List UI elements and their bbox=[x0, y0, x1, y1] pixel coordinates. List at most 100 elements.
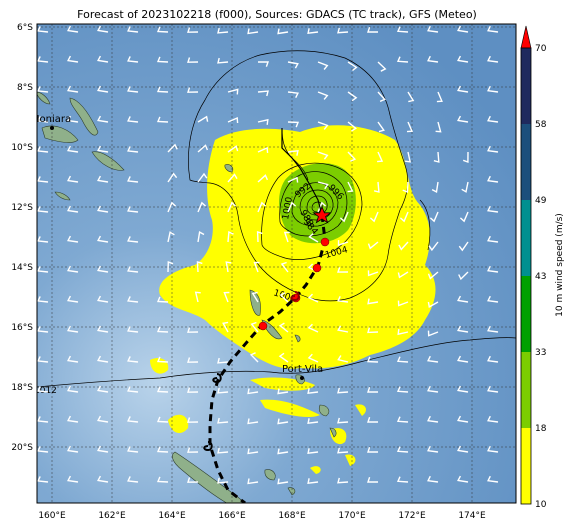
wind-barb bbox=[167, 143, 178, 153]
wind-barb bbox=[97, 265, 109, 273]
wind-barb bbox=[427, 385, 439, 393]
wind-barb bbox=[127, 266, 139, 273]
map-area: 1012 1008 1004 1000 996 992 988 984 bbox=[37, 24, 516, 503]
wind-barb bbox=[347, 61, 358, 72]
isobar-fragment-2 bbox=[419, 199, 431, 251]
wind-barb bbox=[156, 416, 169, 423]
wind-barb bbox=[156, 296, 169, 303]
lon-tick-label: 168°E bbox=[278, 511, 306, 521]
lat-tick-label: 18°S bbox=[11, 383, 33, 393]
wind-barb bbox=[67, 235, 79, 243]
wind-barb bbox=[457, 115, 469, 123]
wind-barb bbox=[347, 121, 358, 132]
wind-barb bbox=[457, 445, 469, 453]
wind-barb bbox=[67, 205, 79, 213]
wind-barb bbox=[187, 27, 199, 33]
wind-barb bbox=[257, 90, 269, 97]
lat-tick-label: 20°S bbox=[11, 443, 33, 453]
wind-barb bbox=[337, 355, 349, 363]
wind-barb bbox=[217, 357, 229, 364]
wind-barb bbox=[37, 236, 49, 243]
wind-barb bbox=[487, 325, 499, 333]
wind-barb bbox=[227, 230, 234, 243]
wind-barb bbox=[366, 356, 379, 363]
wind-barb bbox=[347, 151, 357, 162]
wind-barb bbox=[287, 176, 299, 183]
wind-barb bbox=[277, 448, 289, 455]
wind-barb bbox=[97, 385, 109, 393]
wind-barb bbox=[127, 236, 139, 243]
lat-tick-label: 6°S bbox=[17, 23, 33, 33]
wind-barb bbox=[337, 477, 349, 484]
wind-barb bbox=[487, 355, 499, 363]
wind-barb bbox=[97, 25, 109, 33]
wind-barb bbox=[337, 387, 349, 394]
wind-barb bbox=[37, 416, 49, 423]
wind-barb bbox=[396, 26, 409, 33]
wind-barb bbox=[156, 26, 169, 33]
wind-barb bbox=[277, 478, 289, 485]
wind-barb bbox=[457, 475, 469, 483]
wind-barb bbox=[67, 295, 79, 303]
wind-barb bbox=[457, 415, 469, 423]
isobar-1008 bbox=[188, 50, 409, 302]
wind-barb bbox=[97, 55, 109, 63]
wind-barb bbox=[127, 206, 139, 213]
wind-barb bbox=[307, 478, 319, 485]
wind-barb bbox=[187, 327, 199, 333]
wind-barb bbox=[225, 261, 232, 273]
wind-barb bbox=[67, 415, 79, 423]
track-forecast-line bbox=[208, 214, 327, 503]
lat-tick-label: 10°S bbox=[11, 143, 33, 153]
wind-barb bbox=[337, 267, 349, 273]
wind-barb bbox=[317, 121, 329, 130]
isobar-1004 bbox=[261, 162, 363, 260]
wind-barb bbox=[196, 261, 203, 273]
wind-barb bbox=[217, 447, 229, 454]
wind-barb bbox=[127, 116, 139, 123]
wind-barb bbox=[367, 446, 378, 453]
wind-barb bbox=[307, 28, 319, 35]
wind-barb bbox=[37, 86, 49, 93]
wind-barb bbox=[217, 417, 229, 424]
wind-barb bbox=[399, 211, 409, 223]
wind-barb bbox=[97, 445, 109, 453]
wind-barb bbox=[37, 176, 49, 183]
wind-field-green bbox=[278, 163, 356, 244]
wind-barb bbox=[223, 291, 230, 303]
wind-barb bbox=[37, 26, 49, 33]
wind-barb bbox=[367, 26, 378, 33]
wind-barb bbox=[97, 115, 109, 123]
wind-barb bbox=[127, 56, 139, 63]
wind-barb bbox=[307, 353, 319, 363]
wind-barb bbox=[37, 356, 49, 363]
wind-barb bbox=[247, 418, 259, 425]
wind-barb bbox=[97, 295, 109, 303]
wind-barb bbox=[317, 181, 329, 190]
wind-barb bbox=[397, 300, 409, 307]
island-guadalcanal bbox=[41, 125, 79, 143]
wind-barb bbox=[156, 356, 169, 363]
wind-barb bbox=[127, 416, 139, 423]
wind-barb bbox=[167, 231, 175, 243]
wind-barb bbox=[406, 121, 414, 133]
wind-barb bbox=[307, 388, 319, 395]
isobar-996 bbox=[291, 182, 339, 227]
wind-barb bbox=[487, 415, 499, 423]
wind-barb bbox=[67, 175, 79, 183]
wind-barb bbox=[398, 241, 409, 251]
wind-barb bbox=[429, 211, 439, 223]
storm-track bbox=[203, 128, 332, 503]
wind-barb bbox=[278, 322, 289, 333]
wind-barb bbox=[487, 55, 499, 63]
wind-barb bbox=[487, 475, 499, 483]
wind-barb bbox=[127, 296, 139, 303]
colorbar-tick-label: 18 bbox=[535, 424, 547, 434]
wind-barb bbox=[156, 446, 169, 453]
wind-barb bbox=[217, 27, 229, 34]
wind-barb bbox=[97, 355, 109, 363]
wind-barb bbox=[227, 145, 239, 153]
wind-barb bbox=[277, 418, 289, 425]
colorbar-extend-arrow bbox=[520, 25, 532, 49]
